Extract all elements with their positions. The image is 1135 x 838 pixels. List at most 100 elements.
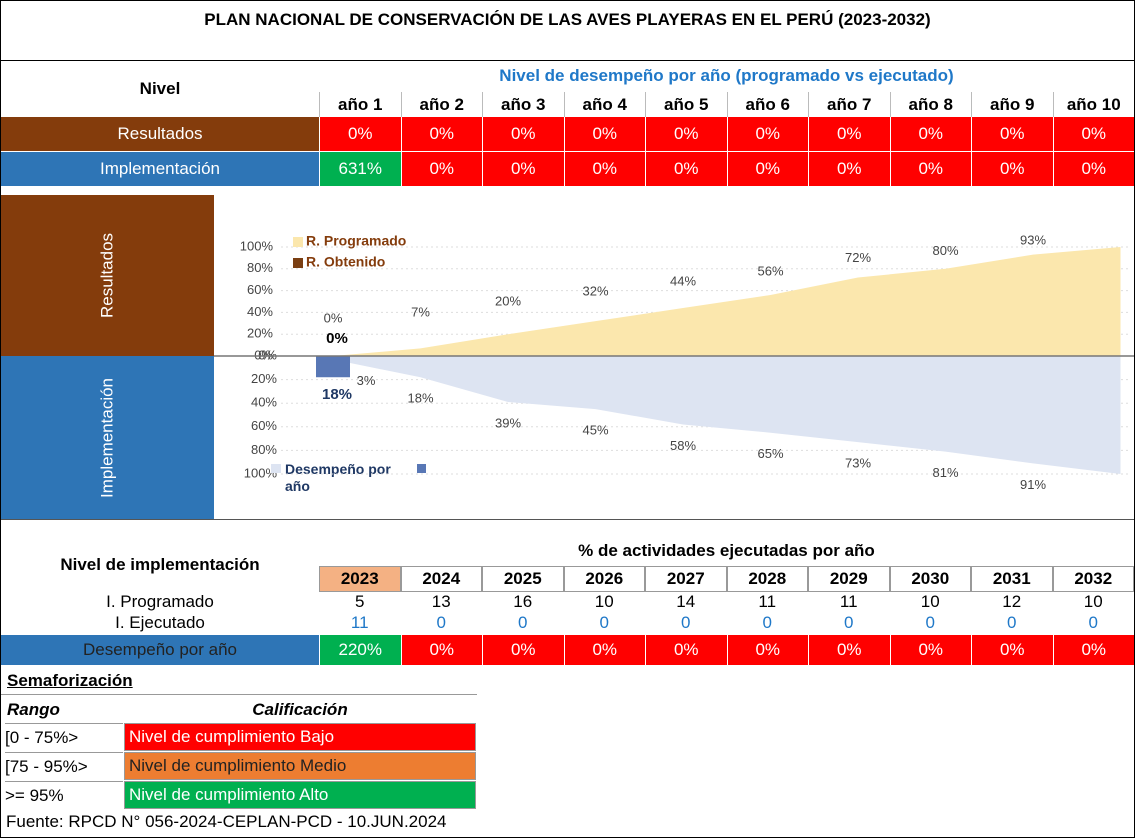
value-cell: 0: [925, 613, 935, 632]
value-label: 93%: [1020, 232, 1046, 247]
y-tick-label: 40%: [251, 395, 277, 410]
value-cell: 0%: [971, 635, 1053, 665]
rating: Nivel de cumplimiento Medio: [124, 752, 476, 780]
divider: [1, 694, 477, 695]
column-header: 2031: [971, 566, 1053, 592]
y-tick-label: 0%: [258, 347, 277, 362]
value-cell: 0%: [1052, 635, 1134, 665]
y-tick-label: 80%: [247, 260, 273, 275]
value-cell: 14: [676, 592, 696, 611]
value-cell: 0%: [808, 152, 890, 186]
range: [75 - 95%>: [5, 752, 123, 780]
value-cell: 0: [1007, 613, 1017, 632]
column-header: 2032: [1052, 566, 1134, 592]
value-label: 44%: [670, 273, 696, 288]
bar: [316, 356, 350, 378]
value-cell: 0: [436, 613, 446, 632]
value-cell: 0%: [889, 117, 971, 151]
value-cell: 10: [920, 592, 940, 611]
y-tick-label: 60%: [251, 418, 277, 433]
source: Fuente: RPCD N° 056-2024-CEPLAN-PCD - 10…: [6, 812, 447, 831]
divider: [1, 60, 1134, 61]
value-cell: 11: [839, 592, 858, 611]
column-header: año 8: [889, 92, 972, 117]
value-cell: 0%: [319, 117, 401, 151]
column-header: 2026: [563, 566, 645, 592]
value-cell: 0%: [482, 152, 564, 186]
value-cell: 0%: [726, 635, 808, 665]
y-tick-label: 0%: [254, 347, 273, 362]
value-label: 73%: [845, 456, 871, 471]
value-cell: 0: [599, 613, 609, 632]
value-label: 20%: [495, 294, 521, 309]
value-cell: 0%: [563, 117, 645, 151]
value-cell: 0%: [1052, 117, 1134, 151]
y-tick-label: 40%: [247, 304, 273, 319]
column-header: año 9: [971, 92, 1053, 117]
column-header: Rango: [7, 700, 60, 719]
column-header: 2025: [482, 566, 564, 592]
value-cell: 12: [1002, 592, 1022, 611]
value-cell: 5: [355, 592, 365, 611]
value-cell: 0%: [971, 117, 1053, 151]
bar-label: 0%: [326, 330, 348, 347]
legend-label: Desempeño por año: [285, 461, 391, 494]
legend-swatch: [417, 464, 426, 473]
column-header: año 3: [482, 92, 564, 117]
column-header: Calificación: [252, 700, 348, 719]
value-cell: 0%: [645, 152, 727, 186]
area: [333, 356, 1121, 474]
column-header: año 10: [1052, 92, 1135, 117]
row-label: Desempeño por año: [1, 635, 319, 665]
y-tick-label: 20%: [251, 371, 277, 386]
value-label: 3%: [357, 373, 376, 388]
value-cell: 0%: [645, 117, 727, 151]
value-label: 72%: [845, 250, 871, 265]
row-label: Resultados: [1, 117, 319, 151]
value-cell: 0%: [482, 635, 564, 665]
value-cell: 0: [518, 613, 528, 632]
value-cell: 0%: [726, 117, 808, 151]
value-cell: 11: [758, 592, 777, 611]
column-header: año 7: [808, 92, 890, 117]
legend-swatch: [293, 258, 303, 268]
value-cell: 0%: [726, 152, 808, 186]
rating: Nivel de cumplimiento Bajo: [124, 723, 476, 751]
group-header: Nivel de desempeño por año (programado v…: [499, 66, 954, 85]
column-header: 2030: [889, 566, 971, 592]
value-label: 39%: [495, 415, 521, 430]
y-tick-label: 100%: [240, 238, 274, 253]
value-label: 58%: [670, 438, 696, 453]
legend-swatch: [293, 237, 303, 247]
row-label: Implementación: [1, 152, 319, 186]
column-header: 2029: [808, 566, 890, 592]
legend-label: R. Obtenido: [306, 254, 385, 270]
rating: Nivel de cumplimiento Alto: [124, 781, 476, 809]
value-cell: 13: [431, 592, 451, 611]
column-header: año 6: [726, 92, 809, 117]
value-cell: 0: [681, 613, 691, 632]
divider: [1, 519, 1134, 520]
value-cell: 0%: [889, 152, 971, 186]
y-tick-label: 60%: [247, 282, 273, 297]
value-label: 45%: [582, 423, 608, 438]
level-header: Nivel: [139, 78, 181, 98]
column-header: año 4: [563, 92, 646, 117]
value-label: 91%: [1020, 477, 1046, 492]
value-cell: 0%: [400, 635, 482, 665]
bar-label: 18%: [322, 386, 352, 403]
y-tick-label: 80%: [251, 442, 277, 457]
area: [333, 247, 1121, 356]
value-cell: 631%: [319, 152, 401, 186]
column-header: año 5: [645, 92, 727, 117]
value-label: 0%: [324, 310, 343, 325]
legend-label: R. Programado: [306, 233, 406, 249]
value-cell: 0%: [400, 117, 482, 151]
row-label: I. Programado: [106, 592, 214, 611]
value-cell: 0%: [482, 117, 564, 151]
value-cell: 0%: [563, 635, 645, 665]
value-cell: 0%: [563, 152, 645, 186]
value-cell: 10: [594, 592, 614, 611]
